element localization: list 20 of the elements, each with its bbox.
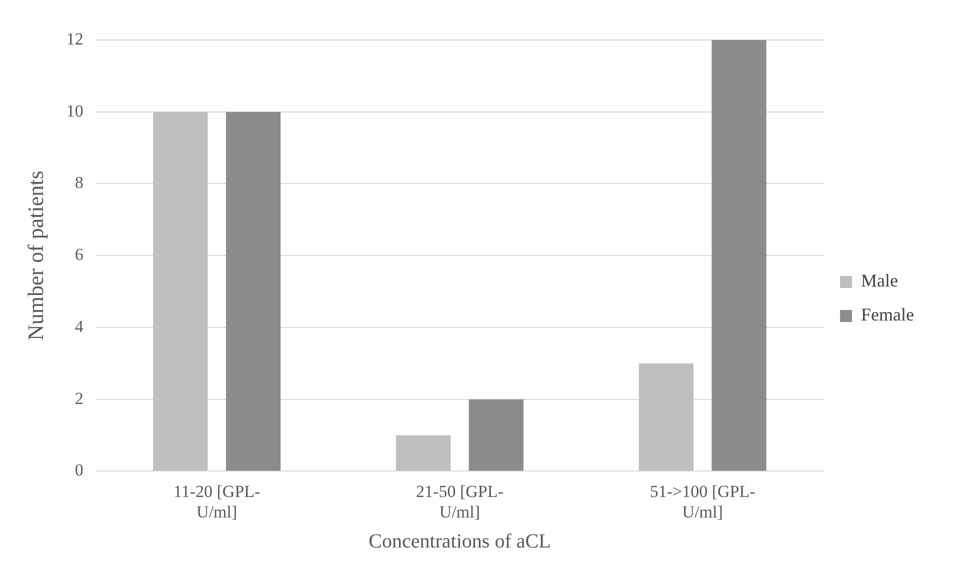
y-tick-label: 12 (66, 29, 84, 48)
y-tick-label: 0 (74, 460, 84, 480)
y-tick-label: 2 (74, 388, 84, 408)
x-tick-label: 21-50 [GPL-U/ml] (416, 482, 504, 522)
bar (638, 363, 694, 471)
bar (712, 40, 766, 471)
x-tick-label: 11-20 [GPL-U/ml] (173, 482, 261, 522)
y-tick-label: 4 (74, 316, 84, 336)
y-axis-title: Number of patients (22, 170, 48, 341)
bar (468, 399, 524, 471)
y-tick-label: 6 (74, 245, 84, 264)
x-tick-label: 51->100 [GPL-U/ml] (650, 482, 756, 522)
bar (153, 112, 208, 471)
legend-label: Female (861, 304, 914, 325)
y-tick-label: 10 (66, 101, 84, 120)
x-axis-title: Concentrations of aCL (368, 530, 551, 552)
bar (396, 435, 451, 471)
bar (226, 112, 281, 471)
legend-label: Male (861, 270, 898, 291)
y-tick-label: 8 (74, 173, 84, 192)
